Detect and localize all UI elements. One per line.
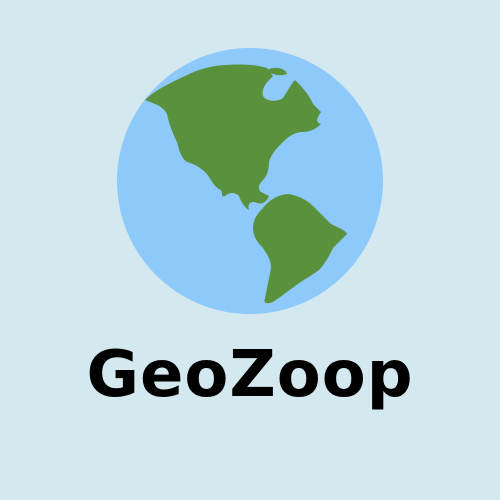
greenland-shape [267,67,287,76]
south-america-shape [253,194,347,304]
globe-americas-icon [117,48,383,314]
brand-name: GeoZoop [86,338,414,412]
caribbean-shape [245,184,257,189]
north-america-shape [145,64,321,210]
